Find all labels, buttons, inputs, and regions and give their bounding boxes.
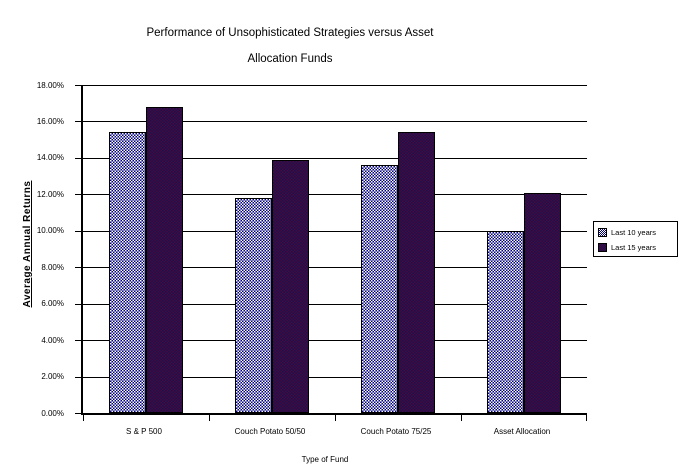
y-axis-tick bbox=[75, 121, 81, 123]
x-axis-tick bbox=[83, 415, 84, 421]
gridline-2 bbox=[83, 376, 587, 378]
y-axis-tick bbox=[75, 267, 81, 269]
y-axis-tick bbox=[75, 230, 81, 232]
gridline-10 bbox=[83, 230, 587, 232]
legend-label: Last 15 years bbox=[611, 243, 657, 252]
y-tick-label-0.00%: 0.00% bbox=[41, 408, 64, 418]
y-axis-tick bbox=[75, 376, 81, 378]
plot-area bbox=[75, 85, 587, 421]
y-tick-label-8.00%: 8.00% bbox=[41, 262, 64, 272]
y-axis-tick bbox=[75, 85, 81, 86]
x-category-label-1: Couch Potato 50/50 bbox=[234, 427, 306, 436]
legend-item-0: Last 10 years bbox=[598, 225, 677, 240]
y-tick-label-14.00%: 14.00% bbox=[36, 153, 64, 163]
bar-last-10-years-1 bbox=[235, 197, 272, 413]
x-axis-tick bbox=[461, 415, 462, 421]
x-category-label-3: Asset Allocation bbox=[493, 427, 551, 436]
y-tick-label-6.00%: 6.00% bbox=[41, 299, 64, 309]
y-axis-tick bbox=[75, 340, 81, 342]
x-axis-tick bbox=[209, 415, 210, 421]
x-category-label-0: S & P 500 bbox=[126, 427, 162, 436]
chart-title: Performance of Unsophisticated Strategie… bbox=[55, 20, 525, 72]
gridline-8 bbox=[83, 267, 587, 269]
gridline-12 bbox=[83, 194, 587, 196]
x-axis-tick bbox=[335, 415, 336, 421]
bar-last-15-years-1 bbox=[272, 159, 309, 413]
legend-item-1: Last 15 years bbox=[598, 240, 677, 255]
y-tick-label-16.00%: 16.00% bbox=[36, 116, 64, 126]
y-tick-label-2.00%: 2.00% bbox=[41, 372, 64, 382]
y-tick-label-10.00%: 10.00% bbox=[36, 226, 64, 236]
gridline-4 bbox=[83, 340, 587, 342]
y-axis-tick bbox=[75, 194, 81, 196]
chart-title-line2: Allocation Funds bbox=[247, 53, 333, 65]
y-tick-label-4.00%: 4.00% bbox=[41, 335, 64, 345]
legend-label: Last 10 years bbox=[611, 228, 657, 237]
x-axis-tick bbox=[586, 415, 587, 421]
y-tick-label-12.00%: 12.00% bbox=[36, 189, 64, 199]
bar-last-10-years-0 bbox=[109, 132, 146, 413]
y-axis-tick bbox=[75, 413, 81, 414]
gridline-14 bbox=[83, 157, 587, 159]
y-axis-tick bbox=[75, 157, 81, 159]
legend-marker-icon bbox=[598, 243, 607, 252]
x-category-label-2: Couch Potato 75/25 bbox=[360, 427, 432, 436]
y-axis-tick bbox=[75, 303, 81, 305]
gridline-18 bbox=[83, 85, 587, 86]
bar-last-15-years-3 bbox=[524, 192, 561, 413]
legend-marker-icon bbox=[598, 228, 607, 237]
bar-last-15-years-0 bbox=[146, 106, 183, 413]
bar-last-10-years-3 bbox=[487, 230, 524, 413]
gridline-6 bbox=[83, 303, 587, 305]
chart-title-line1: Performance of Unsophisticated Strategie… bbox=[146, 27, 434, 39]
gridline-16 bbox=[83, 121, 587, 123]
bar-last-10-years-2 bbox=[361, 165, 398, 413]
y-tick-label-18.00%: 18.00% bbox=[36, 80, 64, 90]
legend: Last 10 years Last 15 years bbox=[593, 221, 678, 257]
bar-last-15-years-2 bbox=[398, 132, 435, 413]
x-axis-title: Type of Fund bbox=[301, 455, 349, 464]
